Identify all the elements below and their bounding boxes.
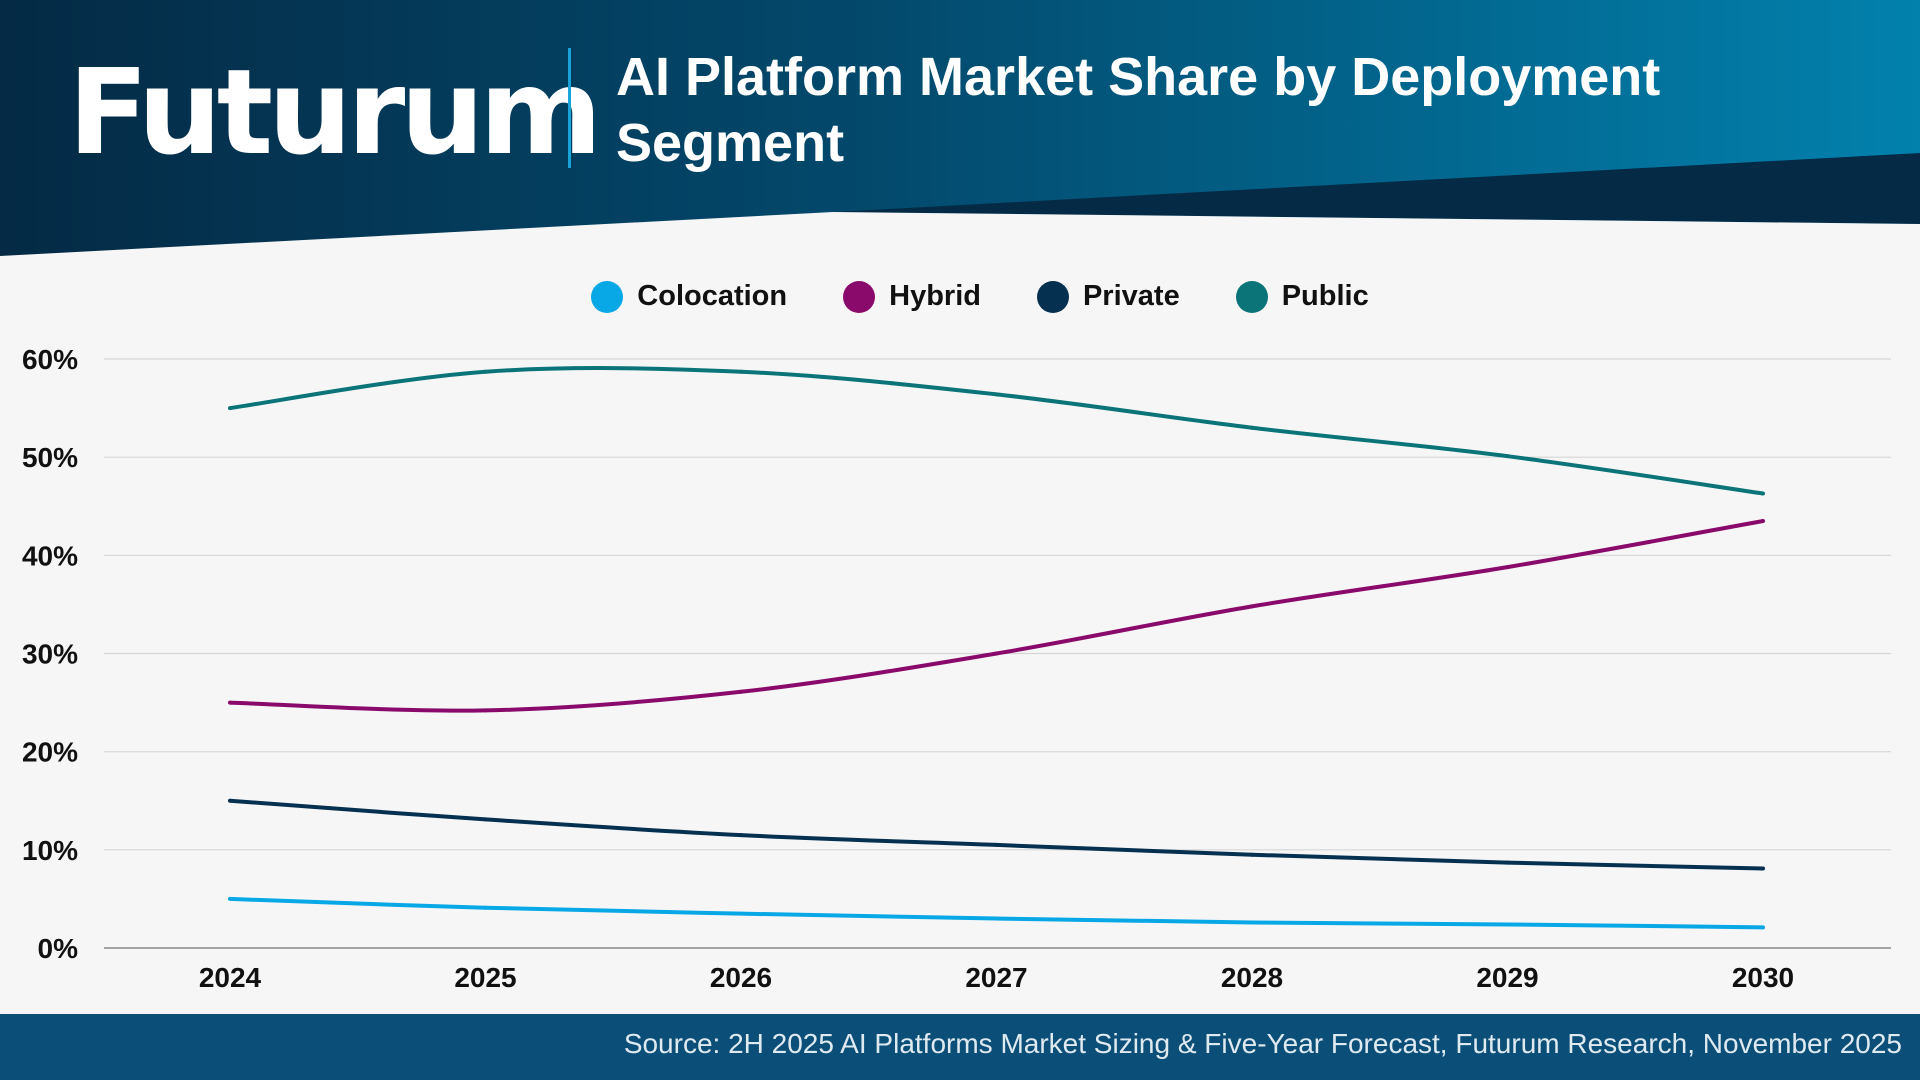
x-tick-label: 2030 [1732,962,1794,993]
x-tick-label: 2028 [1221,962,1283,993]
data-point-colocation-2030 [1761,925,1765,930]
data-point-colocation-2024 [228,896,232,901]
y-tick-label: 60% [22,344,78,375]
x-tick-label: 2025 [454,962,516,993]
x-tick-label: 2026 [710,962,772,993]
data-point-colocation-2026 [739,911,743,916]
legend-item-colocation: Colocation [591,280,787,313]
data-point-public-2028 [1250,425,1254,430]
data-point-public-2030 [1761,491,1765,496]
data-point-public-2027 [994,392,999,397]
data-point-hybrid-2028 [1250,604,1254,609]
data-point-private-2025 [483,817,488,822]
data-point-private-2026 [739,833,743,838]
source-note: Source: 2H 2025 AI Platforms Market Sizi… [623,1028,1902,1059]
y-tick-label: 30% [22,639,78,670]
y-tick-label: 50% [22,442,78,473]
data-point-hybrid-2024 [228,700,232,705]
y-tick-label: 10% [22,835,78,866]
data-point-hybrid-2026 [739,689,743,694]
chart-title: AI Platform Market Share by Deployment S… [616,47,1661,173]
legend-label: Colocation [637,280,788,312]
x-tick-label: 2029 [1476,962,1538,993]
data-point-colocation-2025 [483,905,488,910]
data-point-private-2030 [1761,866,1765,871]
series-line-hybrid [229,519,1764,713]
data-point-public-2024 [228,406,232,411]
data-point-hybrid-2029 [1505,565,1510,570]
legend-label: Public [1281,280,1369,312]
data-point-hybrid-2027 [994,651,999,656]
legend-swatch [1235,280,1268,313]
footer-bar: Source: 2H 2025 AI Platforms Market Sizi… [0,1014,1920,1080]
series-line-colocation [229,896,1764,930]
legend-swatch [591,280,624,313]
series-line-public [229,366,1764,496]
legend-label: Private [1082,280,1180,312]
y-tick-label: 20% [22,737,78,768]
data-point-private-2028 [1250,852,1254,857]
legend-swatch [843,280,876,313]
futurum-logo: Futurum [68,43,602,181]
legend-item-hybrid: Hybrid [843,280,981,313]
legend-item-public: Public [1235,280,1369,313]
legend: Colocation Hybrid Private Public [20,280,1920,313]
legend-swatch [1036,280,1069,313]
data-point-private-2027 [994,842,999,847]
data-point-public-2025 [483,369,488,374]
y-tick-label: 0% [38,933,79,964]
data-point-public-2029 [1505,454,1510,459]
x-tick-label: 2027 [965,962,1027,993]
y-tick-label: 40% [22,540,78,571]
header-divider [568,48,571,168]
data-point-public-2026 [739,369,743,374]
legend-item-private: Private [1036,280,1180,313]
data-point-colocation-2028 [1250,920,1254,925]
data-point-colocation-2029 [1505,922,1510,927]
data-point-private-2029 [1505,860,1510,865]
series-line-private [229,798,1764,871]
data-point-hybrid-2030 [1761,518,1765,523]
data-point-private-2024 [228,798,232,803]
x-tick-label: 2024 [199,962,262,993]
legend-label: Hybrid [889,280,981,312]
data-point-hybrid-2025 [483,708,488,713]
data-point-colocation-2027 [994,916,999,921]
